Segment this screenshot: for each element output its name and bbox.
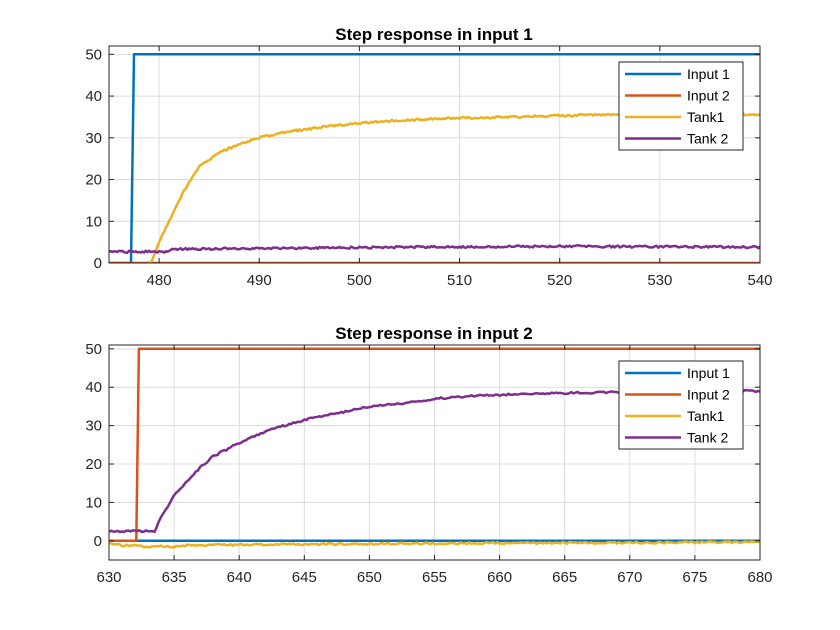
subplot-input-2: Step response in input 2 630 635 640 645 650… <box>85 324 772 586</box>
x-tick-label: 520 <box>547 272 572 289</box>
y-tick-label: 20 <box>85 172 102 189</box>
y-tick-label: 40 <box>85 88 102 105</box>
y-tick-label: 10 <box>85 213 102 230</box>
x-tick-label: 675 <box>682 569 707 586</box>
x-tick-label: 500 <box>347 272 372 289</box>
legend-label: Input 2 <box>687 88 730 104</box>
y-tick-label: 30 <box>85 130 102 147</box>
axes: 480 490 500 510 520 530 540 0 10 20 30 40 50 <box>85 45 773 289</box>
legend-label: Tank 2 <box>687 131 728 147</box>
legend-label: Tank 2 <box>687 430 728 446</box>
series-line-input-1 <box>109 53 760 263</box>
axes-box <box>108 45 761 264</box>
chart-title: Step response in input 1 <box>335 25 532 44</box>
legend-label: Tank1 <box>687 408 725 424</box>
y-tick-label: 50 <box>85 341 102 358</box>
legend-label: Input 1 <box>687 66 730 82</box>
x-tick-label: 480 <box>147 272 172 289</box>
legend-label: Input 1 <box>687 365 730 381</box>
x-tick-label: 655 <box>422 569 447 586</box>
x-tick-label: 540 <box>747 272 772 289</box>
x-tick-label: 660 <box>487 569 512 586</box>
x-tick-label: 645 <box>292 569 317 586</box>
x-tick-label: 665 <box>552 569 577 586</box>
y-tick-label: 20 <box>85 456 102 473</box>
subplot-input-1: Step response in input 1 480 490 500 510 520… <box>85 25 772 289</box>
x-tick-label: 635 <box>162 569 187 586</box>
x-tick-label: 490 <box>247 272 272 289</box>
series-lines <box>109 347 760 549</box>
y-tick-label: 40 <box>85 379 102 396</box>
chart-title: Step response in input 2 <box>335 324 532 343</box>
legend-label: Tank1 <box>687 109 725 125</box>
series-line-tank1 <box>109 540 760 549</box>
legend: Input 1 Input 2 Tank1 Tank 2 <box>618 360 744 450</box>
y-tick-label: 0 <box>94 533 102 550</box>
series-line-tank-2 <box>109 244 760 254</box>
legend-label: Input 2 <box>687 387 730 403</box>
y-tick-label: 30 <box>85 418 102 435</box>
series-line-input-2 <box>109 347 760 543</box>
x-tick-label: 650 <box>357 569 382 586</box>
legend-box <box>618 360 744 450</box>
x-tick-label: 680 <box>747 569 772 586</box>
y-tick-label: 0 <box>94 255 102 272</box>
axes: 630 635 640 645 650 655 660 665 670 675 680 0 10 20 30… <box>85 341 772 586</box>
y-tick-label: 50 <box>85 46 102 63</box>
y-tick-label: 10 <box>85 494 102 511</box>
legend-box <box>618 61 744 151</box>
x-tick-label: 640 <box>227 569 252 586</box>
x-tick-label: 530 <box>647 272 672 289</box>
legend: Input 1 Input 2 Tank1 Tank 2 <box>618 61 744 151</box>
x-tick-label: 510 <box>447 272 472 289</box>
x-tick-label: 670 <box>617 569 642 586</box>
x-tick-label: 630 <box>96 569 121 586</box>
